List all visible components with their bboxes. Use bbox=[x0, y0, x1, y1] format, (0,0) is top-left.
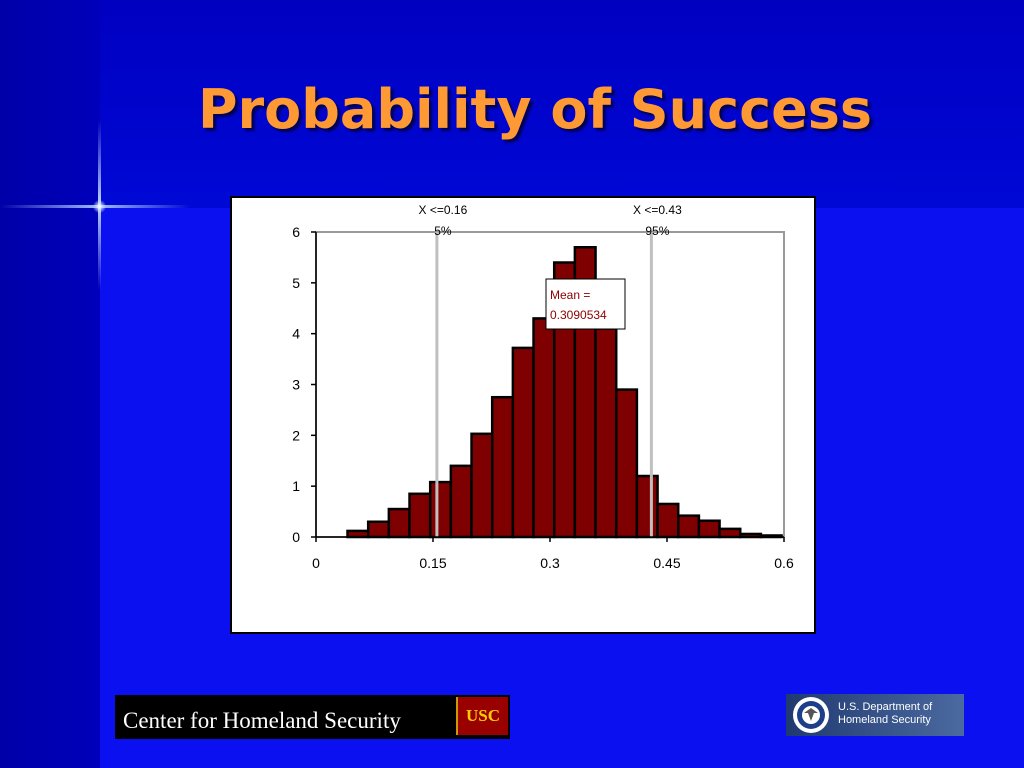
histogram-chart: X <=0.16 5% X <=0.43 95% 0 1 2 3 4 5 6 0 0.15 0.3 0.45… bbox=[292, 203, 794, 571]
dhs-logo: U.S. Department of Homeland Security bbox=[786, 694, 964, 736]
mean-label-line2: 0.3090534 bbox=[550, 308, 607, 322]
histogram-bar bbox=[470, 432, 494, 539]
x-tick-label: 0.45 bbox=[653, 555, 680, 571]
histogram-bar bbox=[635, 474, 659, 539]
mean-label-box bbox=[545, 278, 626, 330]
histogram-bar bbox=[428, 480, 453, 539]
background-left-panel bbox=[0, 0, 100, 768]
histogram-bar bbox=[656, 502, 680, 539]
histogram-bar bbox=[676, 514, 701, 539]
dhs-text-line2: Homeland Security bbox=[838, 714, 931, 726]
histogram-bar bbox=[366, 520, 391, 539]
histogram-bar bbox=[697, 519, 721, 539]
histogram-bar bbox=[511, 346, 535, 539]
footer-org-name: Center for Homeland Security bbox=[123, 708, 401, 733]
histogram-bar bbox=[449, 464, 473, 539]
histogram-bar bbox=[346, 529, 370, 539]
histogram-bar bbox=[408, 492, 432, 539]
dhs-text-line1: U.S. Department of bbox=[838, 701, 933, 713]
y-tick-label: 6 bbox=[292, 224, 300, 240]
dhs-seal-icon bbox=[793, 697, 829, 733]
y-tick-label: 2 bbox=[292, 427, 300, 443]
usc-logo: USC bbox=[456, 697, 508, 735]
y-tick-label: 5 bbox=[292, 275, 300, 291]
histogram-bar bbox=[594, 327, 618, 539]
percentile-marker-label: X <=0.43 bbox=[633, 203, 682, 217]
x-tick-label: 0.15 bbox=[419, 555, 446, 571]
histogram-bar bbox=[490, 395, 515, 539]
percentile-marker-label: X <=0.16 bbox=[419, 203, 468, 217]
x-tick-label: 0.3 bbox=[540, 555, 560, 571]
background-top-panel bbox=[100, 0, 1024, 208]
center-for-homeland-security-logo: Center for Homeland Security USC bbox=[115, 695, 510, 739]
usc-logo-text: USC bbox=[465, 706, 500, 725]
histogram-bar bbox=[532, 317, 556, 539]
sparkle-star-icon bbox=[93, 200, 106, 213]
histogram-bar bbox=[387, 507, 411, 539]
y-tick-label: 3 bbox=[292, 377, 300, 393]
percentile-marker-percent: 95% bbox=[645, 224, 669, 238]
slide-title: Probability of Success bbox=[197, 78, 873, 141]
y-tick-label: 0 bbox=[292, 529, 300, 545]
chart-frame: X <=0.16 5% X <=0.43 95% 0 1 2 3 4 5 6 0 0.15 0.3 0.45… bbox=[230, 196, 816, 634]
histogram-bar bbox=[718, 527, 742, 539]
y-tick-label: 1 bbox=[292, 478, 300, 494]
mean-label-line1: Mean = bbox=[550, 288, 590, 302]
histogram-bar bbox=[614, 388, 639, 539]
percentile-marker-percent: 5% bbox=[434, 224, 452, 238]
y-tick-label: 4 bbox=[292, 326, 300, 342]
x-tick-label: 0 bbox=[312, 555, 320, 571]
x-tick-label: 0.6 bbox=[774, 555, 794, 571]
